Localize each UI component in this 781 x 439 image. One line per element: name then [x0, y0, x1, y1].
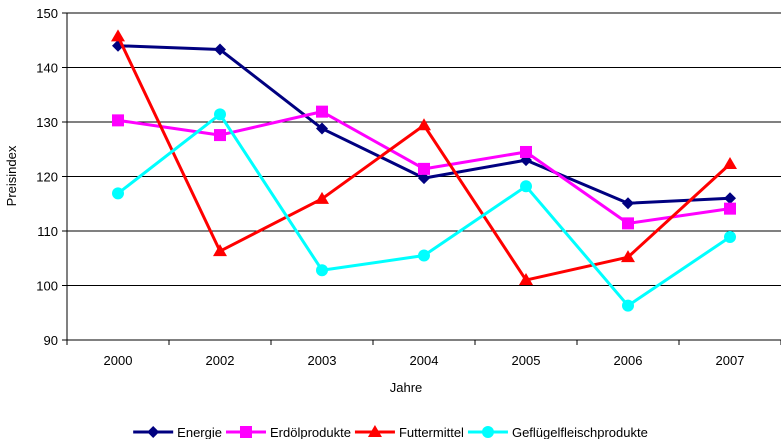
x-tick-label: 2003: [308, 353, 337, 368]
legend-label: Geflügelfleischprodukte: [512, 425, 648, 439]
legend-label: Erdölprodukte: [270, 425, 351, 439]
data-point: [724, 192, 736, 205]
data-point: [112, 187, 124, 200]
data-point: [622, 299, 634, 312]
data-point: [214, 129, 226, 142]
data-point: [214, 108, 226, 121]
data-point: [111, 29, 125, 42]
data-point: [724, 202, 736, 215]
axes: [62, 12, 781, 345]
x-tick-label: 2006: [614, 353, 643, 368]
data-point: [520, 180, 532, 193]
data-point: [723, 156, 737, 169]
series-2: [111, 29, 737, 286]
series-line: [117, 112, 731, 308]
data-point: [520, 145, 532, 158]
data-point: [316, 264, 328, 277]
legend-item: Energie: [133, 425, 222, 439]
data-point: [622, 217, 634, 230]
series-3: [112, 108, 736, 312]
y-tick-label: 110: [37, 224, 58, 239]
data-point: [316, 122, 328, 135]
y-tick-label: 120: [36, 170, 58, 185]
legend-item: Geflügelfleischprodukte: [467, 425, 648, 439]
legend-marker: [367, 425, 382, 437]
y-tick-label: 140: [36, 61, 58, 76]
data-point: [213, 244, 227, 257]
x-tick-label: 2005: [512, 353, 541, 368]
x-tick-label: 2002: [206, 353, 235, 368]
data-point: [622, 197, 634, 210]
data-point: [214, 43, 226, 56]
data-point: [418, 249, 430, 262]
x-axis-title: Jahre: [390, 380, 423, 395]
legend-item: Futtermittel: [354, 425, 464, 439]
data-point: [519, 273, 533, 286]
data-point: [112, 114, 124, 127]
legend: Energie Erdölprodukte Futtermittel Geflügel…: [133, 425, 648, 439]
data-point: [621, 250, 635, 263]
data-point: [724, 230, 736, 243]
x-tick-label: 2000: [104, 353, 133, 368]
legend-label: Energie: [177, 425, 222, 439]
data-point: [315, 191, 329, 204]
y-tick-label: 100: [36, 279, 58, 294]
series-line: [116, 35, 732, 282]
x-tick-label: 2007: [716, 353, 745, 368]
x-tick-labels: 2000 2002 2003 2004 2005 2006 2007: [104, 353, 745, 368]
data-point: [418, 162, 430, 175]
series-lines: [111, 29, 737, 312]
legend-label: Futtermittel: [399, 425, 464, 439]
data-point: [418, 172, 430, 185]
legend-marker: [239, 426, 252, 438]
legend-marker: [147, 426, 160, 438]
y-tick-labels: 90 100 110 120 130 140 150: [36, 6, 58, 348]
x-tick-label: 2004: [410, 353, 439, 368]
y-tick-label: 150: [36, 6, 58, 21]
y-tick-label: 130: [36, 115, 58, 130]
data-point: [417, 118, 431, 131]
y-tick-label: 90: [44, 333, 58, 348]
legend-item: Erdölprodukte: [225, 425, 351, 439]
data-point: [316, 105, 328, 118]
y-axis-title: Preisindex: [4, 145, 19, 206]
series-1: [112, 105, 736, 230]
legend-marker: [481, 426, 494, 438]
